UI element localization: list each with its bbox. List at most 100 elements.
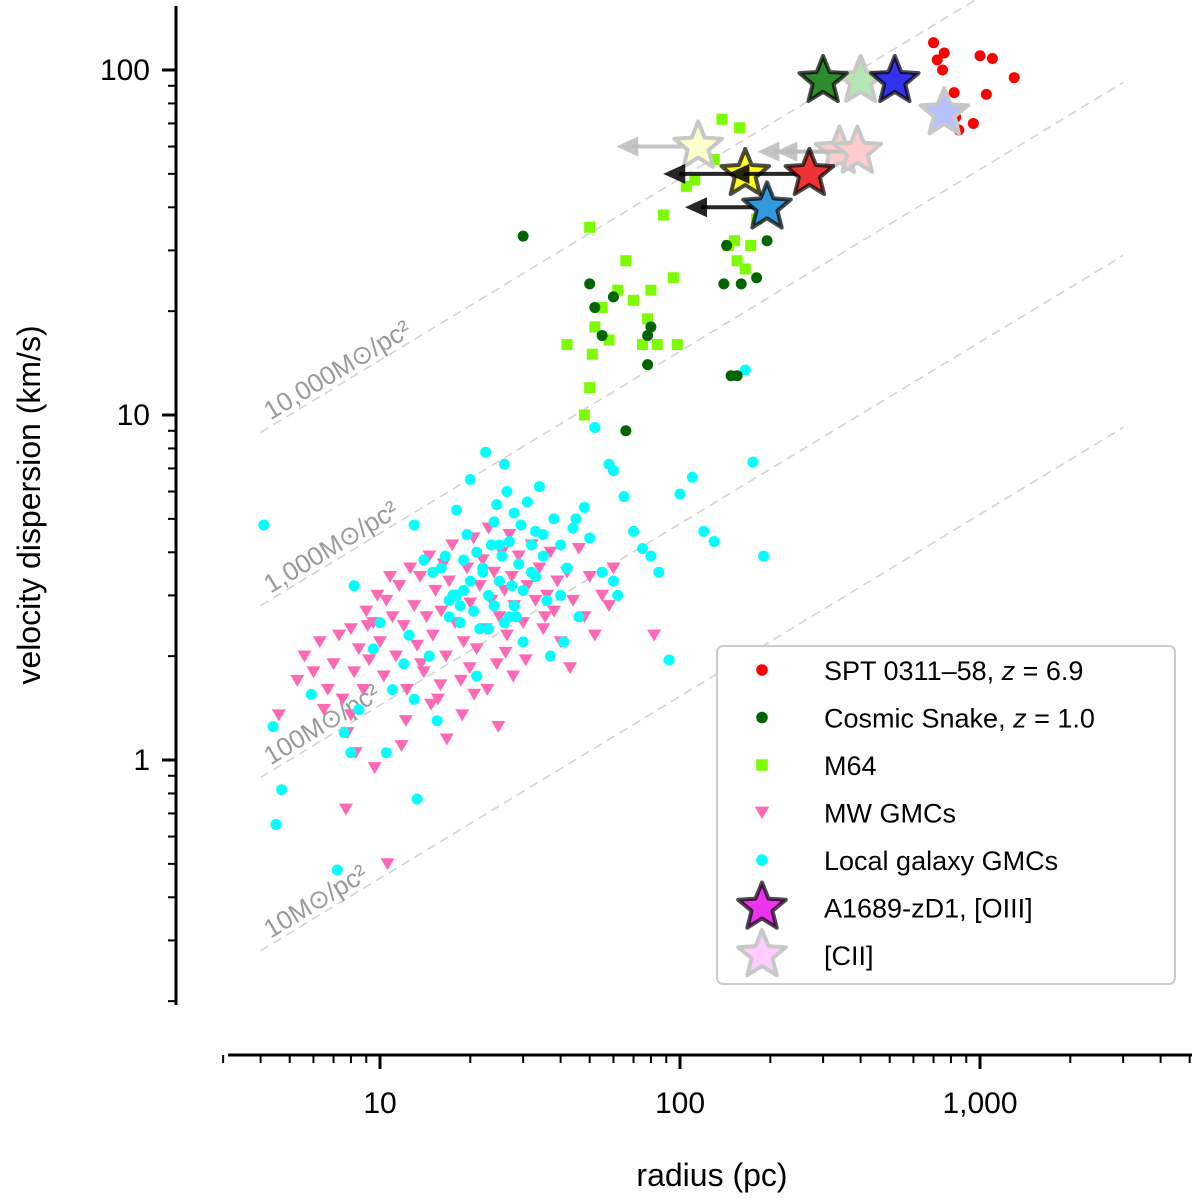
- data-point: [491, 720, 506, 733]
- data-point: [561, 562, 573, 574]
- legend-item-6: [CII]: [736, 928, 874, 978]
- y-axis-title: velocity dispersion (km/s): [11, 325, 47, 684]
- data-point: [398, 658, 410, 670]
- data-point: [392, 580, 407, 593]
- data-point: [663, 654, 675, 666]
- data-point: [708, 535, 720, 547]
- data-point: [373, 636, 387, 649]
- data-point: [747, 456, 759, 468]
- legend-item-5: A1689-zD1, [OIII]: [736, 880, 1033, 930]
- star-cii: [918, 86, 970, 136]
- data-point: [398, 715, 413, 727]
- x-tick-label: 10: [363, 1087, 396, 1120]
- data-point: [751, 272, 763, 284]
- data-point: [351, 643, 366, 656]
- legend-label-prefix: MW GMCs: [824, 799, 956, 829]
- legend-label: MW GMCs: [824, 799, 956, 829]
- data-point: [729, 235, 741, 247]
- data-point: [667, 272, 679, 284]
- data-point: [589, 321, 601, 333]
- data-point: [589, 421, 601, 433]
- data-point: [546, 605, 561, 618]
- data-point: [501, 486, 513, 498]
- legend-label-prefix: [CII]: [824, 941, 874, 971]
- data-point: [637, 543, 649, 555]
- data-point: [422, 550, 437, 563]
- data-point: [360, 620, 375, 633]
- legend-item-4: Local galaxy GMCs: [756, 846, 1058, 876]
- data-point: [485, 539, 497, 551]
- data-point: [488, 516, 500, 528]
- data-point: [607, 291, 619, 303]
- data-point: [439, 733, 454, 746]
- data-point: [567, 522, 579, 534]
- data-point: [433, 679, 448, 692]
- legend-label-var: z: [1012, 704, 1027, 734]
- data-point: [620, 425, 632, 437]
- data-point: [1008, 72, 1020, 84]
- data-point: [758, 550, 770, 562]
- data-point: [718, 278, 730, 290]
- data-point: [469, 643, 484, 656]
- data-point: [731, 370, 743, 382]
- data-point: [454, 600, 466, 612]
- data-point: [533, 481, 545, 493]
- data-point: [374, 617, 386, 629]
- data-point: [504, 571, 519, 583]
- data-point: [502, 529, 517, 541]
- data-point: [427, 566, 439, 578]
- data-point: [503, 535, 515, 547]
- data-point: [419, 611, 434, 624]
- data-point: [493, 539, 505, 551]
- data-point: [671, 339, 683, 351]
- star-oiii: [869, 53, 921, 104]
- data-point: [498, 458, 510, 470]
- star-point-9: [775, 124, 884, 174]
- density-line-2: [260, 81, 1124, 607]
- legend-item-0: SPT 0311–58, z = 6.9: [756, 656, 1083, 686]
- star-point-4: [685, 180, 793, 230]
- star-point-3: [727, 146, 836, 197]
- data-point: [483, 623, 495, 635]
- data-point: [653, 566, 665, 578]
- data-point: [414, 658, 429, 671]
- data-point: [430, 693, 445, 706]
- ticks: 1 10 100 10 100 1,000: [100, 54, 1191, 1120]
- data-point: [517, 636, 529, 648]
- data-point: [416, 666, 431, 679]
- data-point: [974, 50, 986, 62]
- data-point: [418, 554, 430, 566]
- data-point: [463, 597, 478, 610]
- data-point: [435, 562, 447, 574]
- data-point: [517, 584, 529, 596]
- legend-marker: [736, 880, 788, 930]
- limit-arrow-head: [616, 136, 639, 157]
- data-point: [462, 662, 477, 675]
- data-point: [578, 501, 590, 513]
- data-point: [376, 670, 391, 683]
- x-tick-label: 100: [655, 1087, 705, 1120]
- density-label-0: 10M⊙/pc²: [258, 858, 373, 944]
- legend-label: Cosmic Snake, z = 1.0: [824, 704, 1095, 734]
- star-point-6: [918, 86, 970, 136]
- star-point-0: [797, 53, 849, 104]
- data-point: [689, 174, 701, 186]
- data-point: [596, 566, 608, 578]
- data-point: [537, 529, 549, 541]
- data-point: [443, 611, 455, 623]
- data-point: [454, 617, 466, 629]
- data-point: [538, 611, 553, 624]
- data-point: [558, 636, 570, 648]
- data-point: [618, 491, 630, 503]
- data-point: [498, 646, 513, 659]
- data-point: [645, 321, 657, 333]
- data-point: [645, 550, 657, 562]
- data-point: [674, 488, 686, 500]
- series-3: [517, 230, 773, 437]
- data-point: [528, 594, 543, 607]
- data-point: [584, 532, 596, 544]
- data-point: [520, 580, 535, 593]
- data-point: [602, 600, 617, 613]
- data-point: [267, 721, 279, 733]
- density-label-2: 1,000M⊙/pc²: [258, 494, 404, 599]
